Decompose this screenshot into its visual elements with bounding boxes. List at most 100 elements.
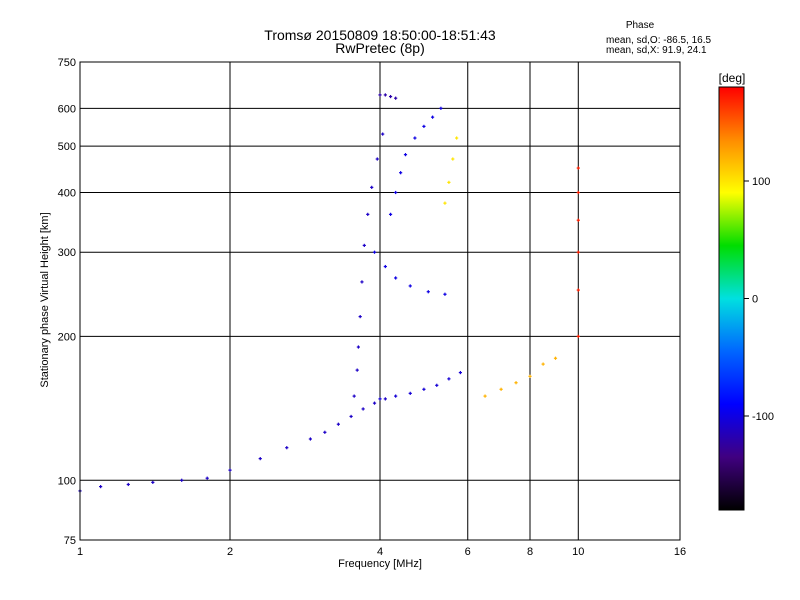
data-point: [308, 437, 313, 441]
data-point: [151, 480, 155, 484]
colorbar-tick-label: -100: [752, 411, 774, 423]
x-tick-label: 4: [377, 546, 383, 558]
data-point: [447, 377, 451, 381]
data-point: [383, 264, 387, 269]
data-point: [408, 391, 412, 395]
x-tick-label: 6: [465, 546, 471, 558]
data-point: [439, 106, 443, 110]
data-point: [499, 387, 503, 391]
colorbar-ticks: 100 0 -100: [744, 176, 774, 423]
data-point: [422, 124, 426, 128]
y-tick-label: 300: [58, 247, 76, 259]
data-point: [323, 430, 327, 434]
x-tick-label: 16: [674, 546, 686, 558]
data-point: [366, 212, 370, 216]
data-point: [394, 394, 398, 398]
data-point: [408, 284, 412, 288]
data-point: [355, 368, 359, 372]
x-tick-label: 1: [77, 546, 83, 558]
data-point: [228, 468, 232, 472]
colorbar-label: [deg]: [719, 71, 746, 85]
colorbar-tick-label: 100: [752, 176, 770, 188]
data-point: [447, 180, 451, 184]
data-point: [576, 218, 580, 222]
data-point: [435, 383, 439, 387]
data-point: [399, 171, 403, 175]
data-point: [394, 96, 398, 100]
data-point: [394, 190, 398, 195]
data-point: [362, 243, 366, 248]
data-point: [430, 115, 435, 119]
phase-stats-o: mean, sd,O: -86.5, 16.5: [606, 35, 711, 46]
data-point: [483, 394, 487, 398]
y-tick-label: 600: [58, 103, 76, 115]
data-point: [285, 446, 289, 450]
data-point: [576, 334, 580, 338]
data-point: [458, 370, 463, 375]
data-point: [394, 276, 398, 280]
data-point: [422, 387, 426, 391]
phase-stats-x: mean, sd,X: 91.9, 24.1: [606, 45, 707, 56]
grid-lines: [80, 62, 680, 540]
data-point: [99, 485, 103, 489]
y-tick-labels: 75 100 200 300 400 500 600 750: [58, 57, 76, 547]
data-point: [553, 356, 558, 360]
x-tick-label: 8: [527, 546, 533, 558]
data-point: [349, 414, 353, 419]
data-point: [205, 476, 209, 480]
y-tick-label: 500: [58, 141, 76, 153]
data-point: [576, 288, 580, 292]
x-tick-label: 2: [227, 546, 233, 558]
data-point: [403, 153, 408, 157]
y-tick-label: 750: [58, 57, 76, 69]
data-point: [378, 93, 382, 97]
data-point: [381, 132, 385, 136]
x-tick-label: 10: [572, 546, 584, 558]
data-point: [413, 136, 417, 140]
data-point: [258, 457, 262, 461]
data-point: [372, 250, 377, 254]
x-axis-label: Frequency [MHz]: [338, 558, 422, 570]
phase-stats-heading: Phase: [626, 20, 655, 31]
data-point: [576, 166, 580, 170]
colorbar-tick-label: 0: [752, 294, 758, 306]
data-point: [378, 397, 382, 401]
data-point: [426, 290, 430, 294]
data-points: [78, 93, 580, 493]
data-point: [443, 201, 447, 205]
data-point: [383, 93, 387, 97]
chart-subtitle: RwPretec (8p): [335, 40, 424, 56]
data-point: [372, 401, 377, 405]
data-point: [455, 136, 459, 140]
y-tick-label: 200: [58, 331, 76, 343]
data-point: [528, 374, 532, 378]
y-tick-label: 75: [64, 535, 76, 547]
data-point: [443, 292, 447, 296]
data-point: [180, 478, 184, 482]
data-point: [576, 250, 580, 254]
data-point: [360, 280, 364, 284]
y-tick-label: 400: [58, 187, 76, 199]
plot-frame: [79, 61, 681, 541]
colorbar: [718, 86, 745, 511]
data-point: [576, 190, 580, 195]
y-axis-label: Stationary phase Virtual Height [km]: [39, 212, 51, 387]
data-point: [352, 394, 356, 398]
data-point: [375, 157, 379, 161]
data-point: [388, 212, 393, 216]
data-point: [361, 407, 365, 411]
chart-title: Tromsø 20150809 18:50:00-18:51:43: [264, 27, 496, 43]
data-point: [541, 362, 545, 366]
data-point: [514, 381, 518, 385]
data-point: [126, 482, 130, 487]
data-point: [383, 397, 387, 401]
y-tick-label: 100: [58, 475, 76, 487]
data-point: [388, 94, 393, 99]
data-point: [370, 185, 374, 189]
x-tick-labels: 1 2 4 6 8 10 16: [77, 546, 686, 558]
data-point: [451, 157, 455, 161]
data-point: [356, 345, 360, 349]
data-point: [336, 422, 340, 426]
